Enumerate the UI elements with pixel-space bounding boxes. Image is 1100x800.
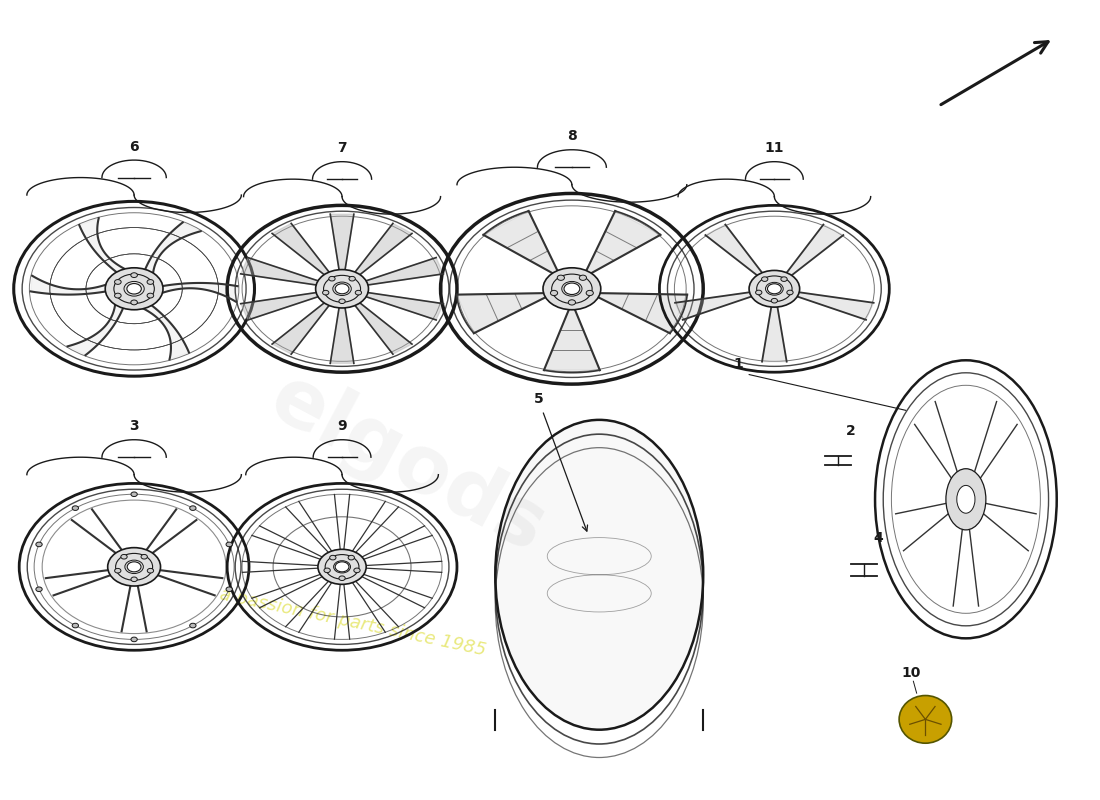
Ellipse shape [349,276,355,281]
Ellipse shape [768,284,781,294]
Text: 1: 1 [734,357,744,370]
Ellipse shape [957,486,975,514]
Polygon shape [543,310,600,370]
Polygon shape [354,223,412,276]
Ellipse shape [131,300,138,305]
Ellipse shape [558,275,564,280]
Ellipse shape [946,469,986,530]
Ellipse shape [786,290,793,294]
Ellipse shape [128,562,141,572]
Ellipse shape [147,279,154,284]
Ellipse shape [141,554,147,559]
Polygon shape [705,225,762,276]
Ellipse shape [121,554,128,559]
Ellipse shape [131,492,138,497]
Ellipse shape [318,550,366,584]
Ellipse shape [348,555,354,560]
Polygon shape [456,293,546,334]
Ellipse shape [147,568,154,573]
Ellipse shape [339,576,345,581]
Ellipse shape [36,542,42,546]
Ellipse shape [543,268,601,310]
Ellipse shape [114,568,121,573]
Text: 10: 10 [902,666,921,680]
Polygon shape [483,211,558,273]
Ellipse shape [106,268,163,310]
Polygon shape [160,283,238,302]
Ellipse shape [316,270,369,308]
Polygon shape [141,304,189,359]
Ellipse shape [564,283,580,294]
Ellipse shape [749,270,800,307]
Ellipse shape [114,279,121,284]
Ellipse shape [36,587,42,591]
Ellipse shape [73,623,78,628]
Polygon shape [241,258,320,286]
Text: 11: 11 [764,142,784,155]
Ellipse shape [550,290,558,296]
Polygon shape [330,306,354,363]
Ellipse shape [329,276,336,281]
Ellipse shape [108,548,161,586]
Ellipse shape [761,277,768,282]
Ellipse shape [354,568,360,573]
Polygon shape [31,276,109,294]
Ellipse shape [131,577,138,582]
Ellipse shape [126,283,141,294]
Text: 3: 3 [130,419,139,434]
Polygon shape [67,302,124,355]
Polygon shape [144,222,200,275]
Ellipse shape [73,506,78,510]
Ellipse shape [496,422,702,728]
Polygon shape [272,223,330,276]
Polygon shape [762,306,786,362]
Polygon shape [796,292,873,320]
Polygon shape [79,218,128,274]
Ellipse shape [147,293,154,298]
Polygon shape [272,302,330,354]
Polygon shape [354,302,412,354]
Ellipse shape [226,587,232,591]
Polygon shape [364,258,443,286]
Ellipse shape [586,290,593,296]
Text: 9: 9 [338,419,346,434]
Ellipse shape [899,695,952,743]
Ellipse shape [336,562,349,572]
Polygon shape [586,211,660,273]
Ellipse shape [131,273,138,278]
Text: 5: 5 [535,391,543,406]
Text: 2: 2 [846,424,856,438]
Ellipse shape [131,637,138,642]
Text: 4: 4 [873,530,883,545]
Text: a passion for parts since 1985: a passion for parts since 1985 [218,586,487,659]
Ellipse shape [756,290,762,294]
Ellipse shape [324,568,330,573]
Text: 8: 8 [566,130,576,143]
Polygon shape [675,292,752,320]
Ellipse shape [189,623,196,628]
Polygon shape [241,292,320,320]
Ellipse shape [330,555,336,560]
Ellipse shape [189,506,196,510]
Ellipse shape [771,298,778,303]
Polygon shape [786,225,844,276]
Ellipse shape [336,284,349,294]
Ellipse shape [355,290,362,295]
Ellipse shape [781,277,788,282]
Ellipse shape [114,293,121,298]
Ellipse shape [322,290,329,295]
Polygon shape [364,292,443,320]
Text: 7: 7 [338,142,346,155]
Text: 6: 6 [130,140,139,154]
Ellipse shape [569,300,575,305]
Polygon shape [330,214,354,271]
Ellipse shape [580,275,586,280]
Ellipse shape [339,299,345,303]
Ellipse shape [226,542,232,546]
Text: elgods: elgods [256,358,559,569]
Polygon shape [598,293,688,334]
